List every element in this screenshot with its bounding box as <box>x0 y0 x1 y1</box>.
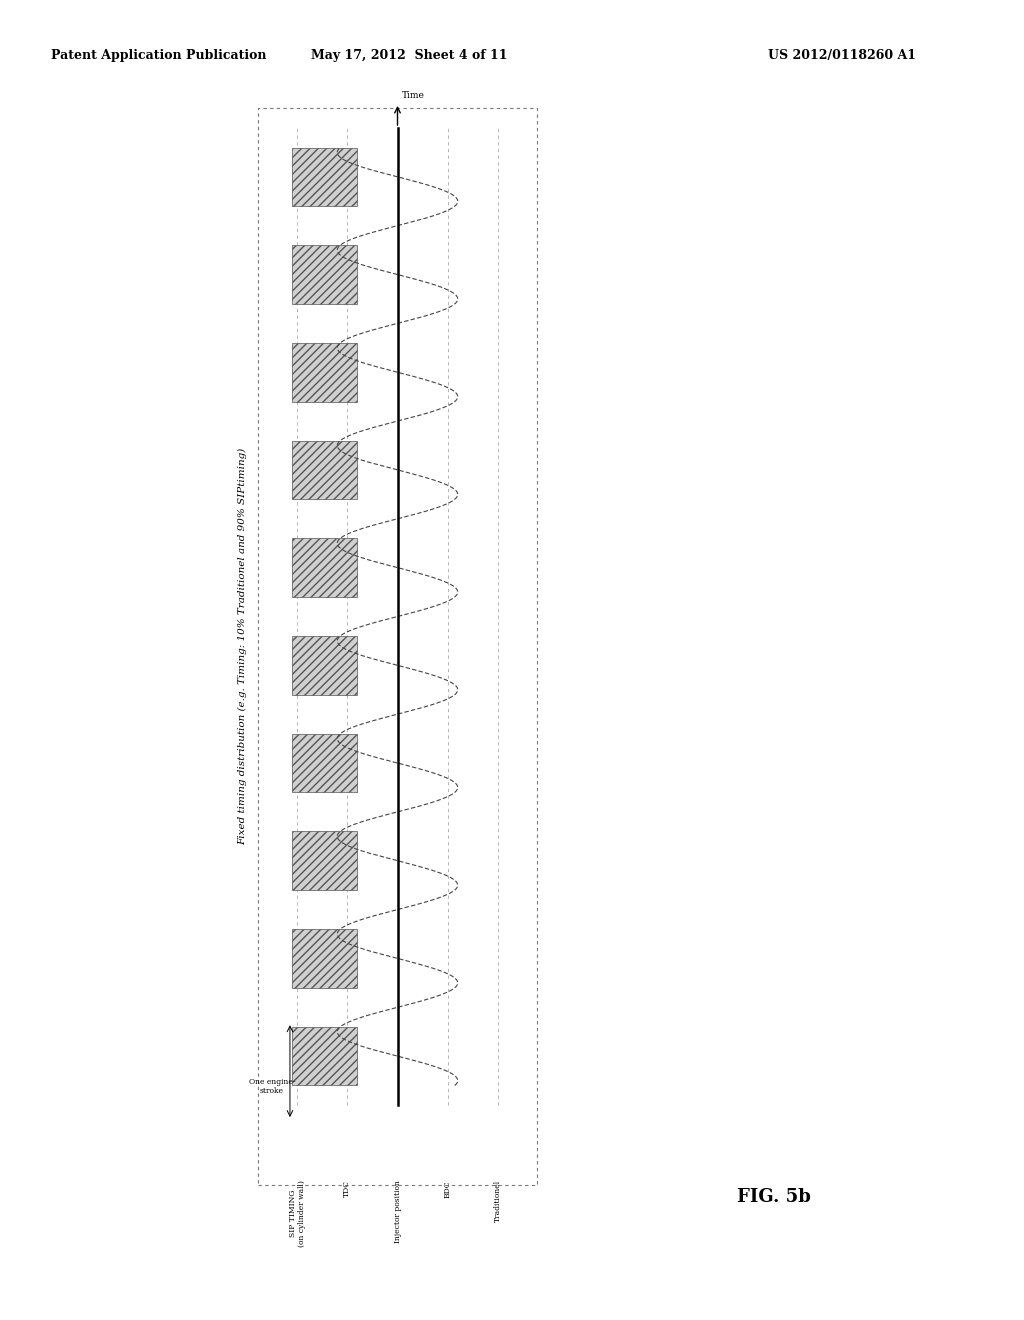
Bar <box>292 539 357 597</box>
Text: Patent Application Publication: Patent Application Publication <box>51 49 266 62</box>
Text: Time: Time <box>401 91 424 100</box>
Text: BDC: BDC <box>443 1180 452 1197</box>
Bar <box>292 832 357 890</box>
Text: Fixed timing distribution (e.g. Timing: 10% Traditionel and 90% SIPtiming): Fixed timing distribution (e.g. Timing: … <box>239 447 248 845</box>
Bar <box>292 148 357 206</box>
Text: Traditionel: Traditionel <box>494 1180 502 1222</box>
Bar <box>292 441 357 499</box>
Bar <box>258 108 537 1185</box>
Bar <box>292 246 357 304</box>
Text: Injector position: Injector position <box>393 1180 401 1243</box>
Text: TDC: TDC <box>343 1180 351 1197</box>
Bar <box>292 734 357 792</box>
Text: May 17, 2012  Sheet 4 of 11: May 17, 2012 Sheet 4 of 11 <box>311 49 508 62</box>
Text: FIG. 5b: FIG. 5b <box>737 1188 811 1206</box>
Text: One engine-
stroke: One engine- stroke <box>249 1078 295 1096</box>
Text: SIP TIMING
(on cylinder wall): SIP TIMING (on cylinder wall) <box>289 1180 306 1247</box>
Bar <box>292 636 357 694</box>
Text: US 2012/0118260 A1: US 2012/0118260 A1 <box>768 49 916 62</box>
Bar <box>292 343 357 401</box>
Bar <box>292 1027 357 1085</box>
Bar <box>292 929 357 987</box>
